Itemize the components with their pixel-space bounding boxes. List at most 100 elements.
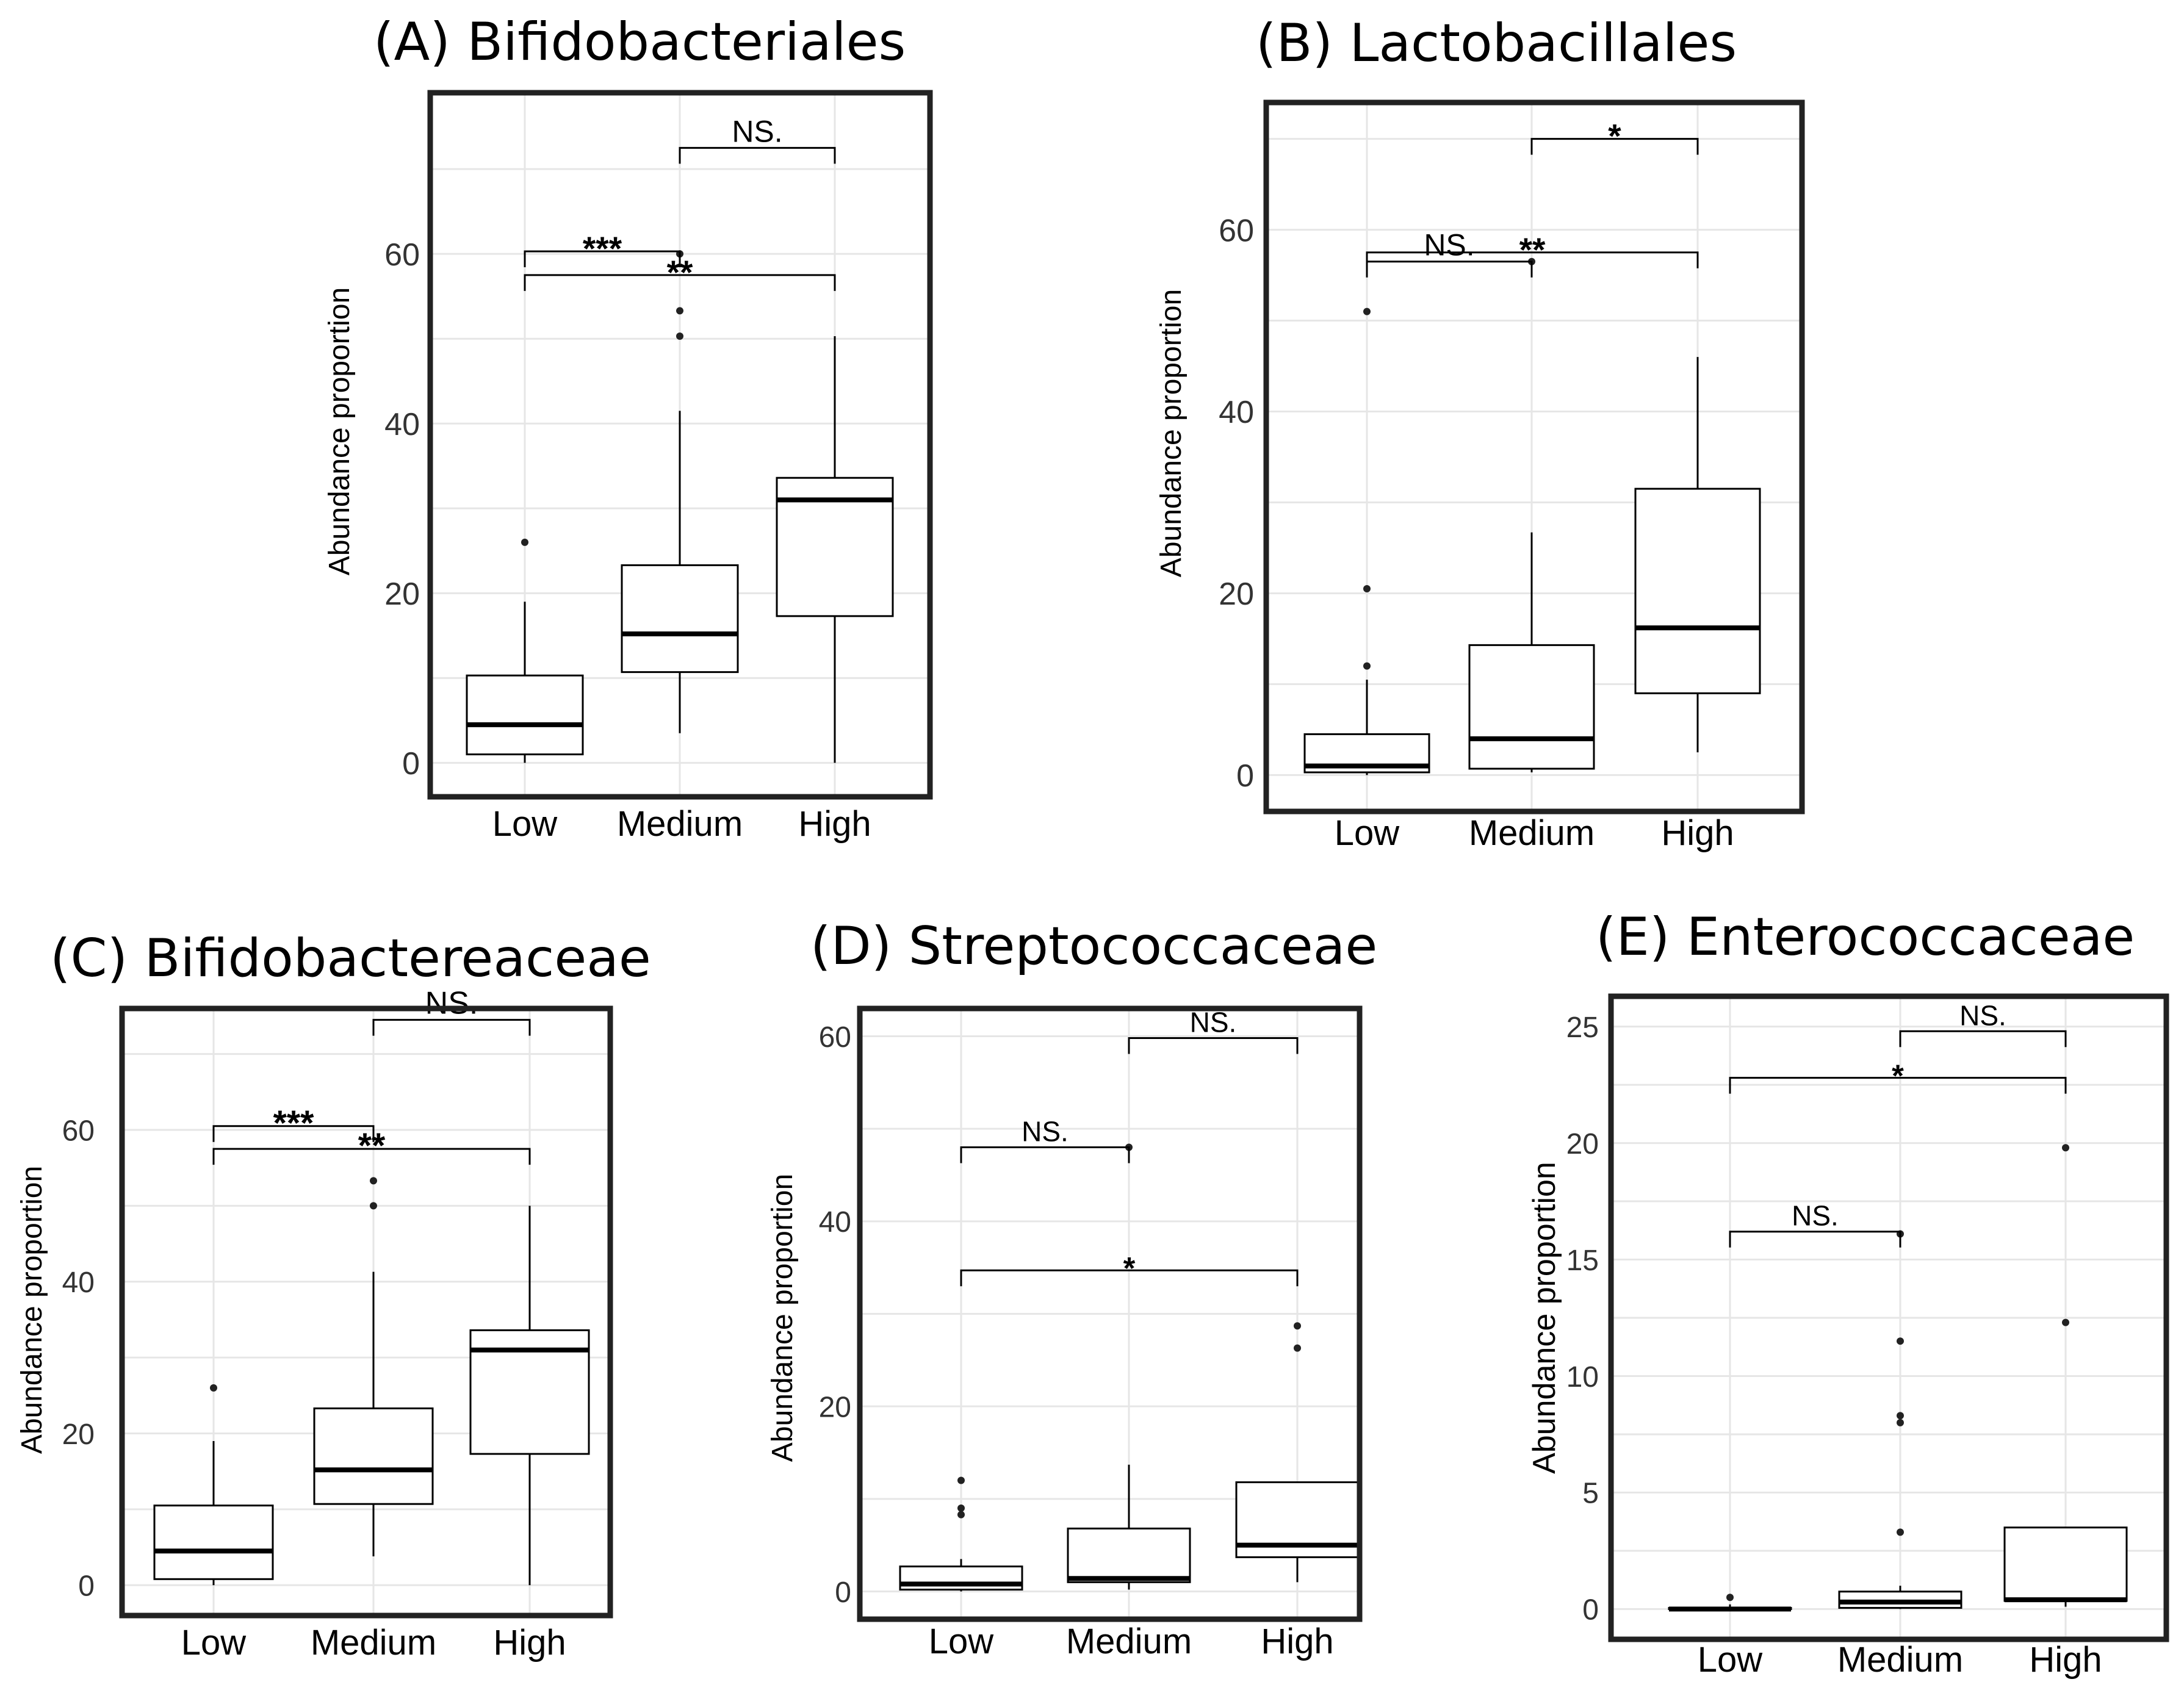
panel-title: (A) Bifidobacteriales xyxy=(373,12,906,73)
x-category-label: Low xyxy=(929,1622,995,1661)
bracket-line xyxy=(1366,251,1699,268)
y-tick-label: 25 xyxy=(1566,1012,1599,1044)
significance-bracket: ** xyxy=(212,1126,531,1165)
panel-frame xyxy=(1608,993,2169,1642)
y-axis-label: Abundance proportion xyxy=(1155,289,1188,577)
panel-b: (B) Lactobacillales 0 20 40 60 Abundance prop… xyxy=(1155,13,1805,853)
significance-label: * xyxy=(1608,117,1621,155)
y-tick-label: 20 xyxy=(62,1418,95,1451)
y-tick-label: 60 xyxy=(819,1021,851,1054)
y-tick-label: 20 xyxy=(1566,1128,1599,1160)
significance-label: ** xyxy=(667,253,693,291)
significance-bracket: NS. xyxy=(1899,999,2067,1048)
y-tick-label: 60 xyxy=(62,1115,95,1147)
y-tick-label: 20 xyxy=(1219,577,1254,612)
x-category-label: High xyxy=(1661,813,1734,853)
box-iqr xyxy=(153,1504,274,1580)
significance-bracket: * xyxy=(1729,1059,2067,1094)
box-medium xyxy=(1468,257,1595,772)
outlier-point xyxy=(1897,1337,1904,1345)
outlier-point xyxy=(521,538,528,546)
y-axis-label: Abundance proportion xyxy=(766,1174,799,1462)
box-medium xyxy=(313,1177,434,1556)
significance-bracket: * xyxy=(1530,117,1699,155)
outlier-point xyxy=(370,1177,377,1185)
y-tick-label: 5 xyxy=(1582,1478,1599,1510)
outlier-point xyxy=(1897,1528,1904,1536)
outlier-point xyxy=(1294,1322,1301,1330)
bracket-line xyxy=(960,1269,1299,1287)
significance-label: NS. xyxy=(1959,999,2006,1031)
bracket-line xyxy=(1128,1037,1299,1054)
significance-label: * xyxy=(1123,1251,1136,1285)
outlier-point xyxy=(957,1476,965,1484)
significance-bracket: * xyxy=(960,1251,1299,1287)
significance-label: NS. xyxy=(1190,1007,1237,1038)
significance-bracket: NS. xyxy=(1729,1200,1901,1248)
outlier-point xyxy=(1897,1412,1904,1420)
significance-bracket: NS. xyxy=(1366,228,1533,278)
y-axis-label: Abundance proportion xyxy=(323,287,356,575)
outlier-point xyxy=(957,1504,965,1512)
y-tick-label: 15 xyxy=(1566,1245,1599,1277)
box-low xyxy=(1303,307,1430,775)
y-axis-label: Abundance proportion xyxy=(16,1166,48,1454)
x-category-label: Medium xyxy=(1066,1622,1192,1661)
significance-bracket: ** xyxy=(524,253,836,291)
outlier-point xyxy=(1363,662,1371,670)
y-tick-label: 60 xyxy=(1219,213,1254,248)
bracket-line xyxy=(679,146,836,164)
y-tick-label: 40 xyxy=(819,1206,851,1238)
y-tick-label: 40 xyxy=(384,407,420,442)
significance-label: NS. xyxy=(1792,1200,1839,1232)
outlier-point xyxy=(370,1202,377,1210)
box-medium xyxy=(1067,1143,1191,1590)
panel-title: (C) Bifidobactereaceae xyxy=(50,928,651,989)
x-category-label: Medium xyxy=(1837,1640,1963,1680)
panel-a: (A) Bifidobacteriales 0 20 40 60 Abundance pr… xyxy=(323,12,933,844)
bracket-line xyxy=(1899,1030,2067,1048)
box-iqr xyxy=(1067,1527,1191,1583)
bracket-line xyxy=(1366,261,1533,278)
panel-frame xyxy=(857,1005,1363,1622)
y-tick-label: 0 xyxy=(402,746,420,782)
x-category-label: Medium xyxy=(1469,813,1595,853)
x-category-label: Low xyxy=(1335,813,1400,853)
box-iqr xyxy=(313,1407,434,1505)
panel-c: (C) Bifidobactereaceae 0 20 40 60 Abundance p… xyxy=(16,928,651,1663)
x-category-label: Medium xyxy=(311,1623,436,1663)
x-category-label: Low xyxy=(181,1623,247,1663)
y-tick-label: 40 xyxy=(1219,395,1254,430)
panel-frame xyxy=(427,90,933,800)
significance-label: ** xyxy=(358,1126,386,1165)
bracket-line xyxy=(212,1125,375,1142)
bracket-line xyxy=(212,1148,531,1165)
significance-label: * xyxy=(1892,1059,1904,1093)
x-category-label: Low xyxy=(1698,1640,1764,1680)
box-high xyxy=(776,336,894,763)
box-high xyxy=(2003,1144,2128,1607)
y-tick-label: 40 xyxy=(62,1267,95,1299)
outlier-point xyxy=(676,307,683,315)
bracket-line xyxy=(1530,138,1699,155)
y-tick-label: 10 xyxy=(1566,1361,1599,1393)
outlier-point xyxy=(2062,1318,2069,1326)
box-iqr xyxy=(1468,644,1595,770)
significance-bracket: NS. xyxy=(1128,1007,1299,1054)
significance-label: *** xyxy=(273,1104,315,1143)
box-iqr xyxy=(1634,487,1761,694)
x-category-label: Medium xyxy=(617,804,743,844)
significance-bracket: *** xyxy=(212,1104,375,1143)
significance-label: NS. xyxy=(1424,228,1474,262)
bracket-line xyxy=(524,274,836,291)
outlier-point xyxy=(676,333,683,340)
bracket-line xyxy=(524,250,681,267)
bracket-line xyxy=(372,1019,531,1036)
box-low xyxy=(1668,1594,1792,1612)
x-category-label: High xyxy=(798,804,871,844)
bracket-line xyxy=(1729,1077,2067,1094)
box-low xyxy=(153,1384,274,1586)
y-tick-label: 0 xyxy=(835,1576,851,1609)
x-category-label: High xyxy=(2029,1640,2102,1680)
x-category-label: High xyxy=(493,1623,566,1663)
